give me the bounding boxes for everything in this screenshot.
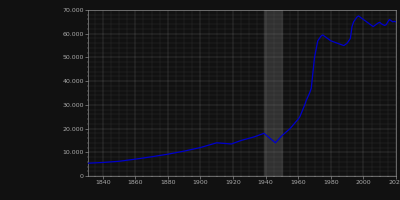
Bar <box>264 10 282 176</box>
